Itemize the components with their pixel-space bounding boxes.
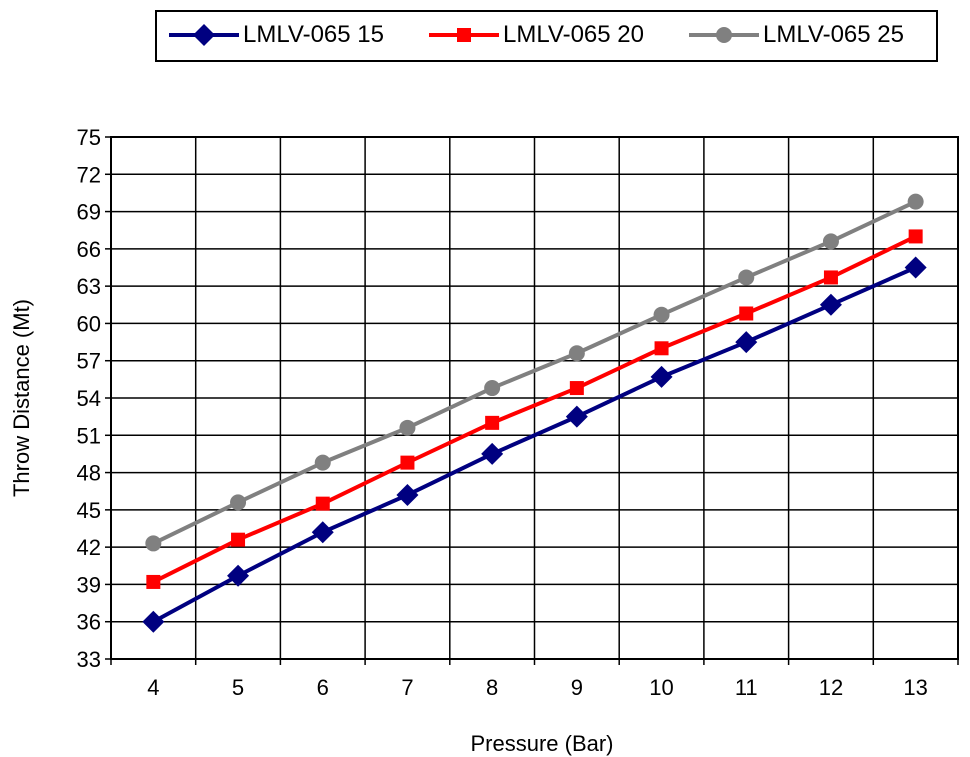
data-point	[484, 380, 501, 397]
y-tick-label: 48	[77, 461, 101, 486]
x-tick-label: 5	[232, 675, 244, 700]
data-point	[907, 193, 924, 210]
x-tick-label: 4	[147, 675, 159, 700]
data-point	[738, 269, 755, 286]
legend-marker	[716, 27, 732, 43]
data-point	[311, 521, 334, 544]
y-tick-label: 33	[77, 647, 101, 672]
y-tick-label: 51	[77, 423, 101, 448]
data-point	[231, 532, 246, 547]
legend-marker	[457, 28, 471, 42]
x-tick-label: 11	[735, 675, 758, 700]
y-tick-label: 54	[77, 386, 101, 411]
x-tick-label: 13	[903, 675, 927, 700]
x-tick-label: 12	[819, 675, 843, 700]
data-point	[819, 293, 842, 316]
data-point	[230, 494, 247, 511]
data-point	[485, 415, 500, 430]
y-tick-label: 63	[77, 274, 101, 299]
x-tick-label: 6	[317, 675, 329, 700]
legend-label-series-1: LMLV-065 15	[243, 21, 384, 48]
y-tick-label: 69	[77, 200, 101, 225]
y-axis-title: Throw Distance (Mt)	[9, 298, 34, 498]
x-axis: 4 5 6 7 8 9 10 11 12 13	[110, 659, 959, 700]
data-point	[908, 229, 923, 244]
series-2	[146, 229, 923, 589]
x-axis-title: Pressure (Bar)	[470, 731, 614, 756]
data-point	[315, 496, 330, 511]
y-tick-label: 72	[77, 162, 101, 187]
data-point	[569, 381, 584, 396]
data-point	[400, 455, 415, 470]
grid-lines	[110, 136, 959, 660]
y-tick-label: 45	[77, 498, 101, 523]
x-tick-label: 10	[649, 675, 673, 700]
data-point	[653, 306, 670, 323]
data-point	[481, 442, 504, 465]
data-point	[823, 270, 838, 285]
series-1	[142, 256, 927, 633]
y-tick-label: 42	[77, 535, 101, 560]
legend-markers	[169, 24, 759, 46]
data-point	[650, 365, 673, 388]
legend-label-series-3: LMLV-065 25	[763, 21, 904, 48]
data-point	[146, 574, 161, 589]
x-tick-label: 7	[401, 675, 413, 700]
data-point	[735, 331, 758, 354]
y-tick-label: 57	[77, 349, 101, 374]
series-line	[152, 234, 917, 584]
data-point	[739, 306, 754, 321]
y-tick-label: 75	[77, 125, 101, 150]
series-line	[152, 265, 917, 624]
y-tick-label: 66	[77, 237, 101, 262]
x-tick-label: 9	[571, 675, 583, 700]
data-point	[314, 454, 331, 471]
series-line	[152, 199, 917, 546]
data-point	[227, 564, 250, 587]
series-layer	[142, 193, 927, 633]
y-tick-label: 39	[77, 572, 101, 597]
x-tick-label: 8	[486, 675, 498, 700]
data-point	[568, 345, 585, 362]
data-point	[654, 341, 669, 356]
data-point	[399, 419, 416, 436]
data-point	[822, 233, 839, 250]
data-point	[904, 256, 927, 279]
y-tick-label: 60	[77, 311, 101, 336]
series-3	[145, 193, 924, 552]
data-point	[396, 483, 419, 506]
legend-marker	[193, 24, 215, 46]
legend-label-series-2: LMLV-065 20	[503, 21, 644, 48]
legend: LMLV-065 15 LMLV-065 20 LMLV-065 25	[155, 10, 938, 62]
y-axis: 33 36 39 42 45 48 51 54 57 60 63 66 69 72 75	[77, 125, 111, 672]
data-point	[565, 405, 588, 428]
y-tick-label: 36	[77, 610, 101, 635]
data-point	[142, 610, 165, 633]
data-point	[145, 535, 162, 552]
